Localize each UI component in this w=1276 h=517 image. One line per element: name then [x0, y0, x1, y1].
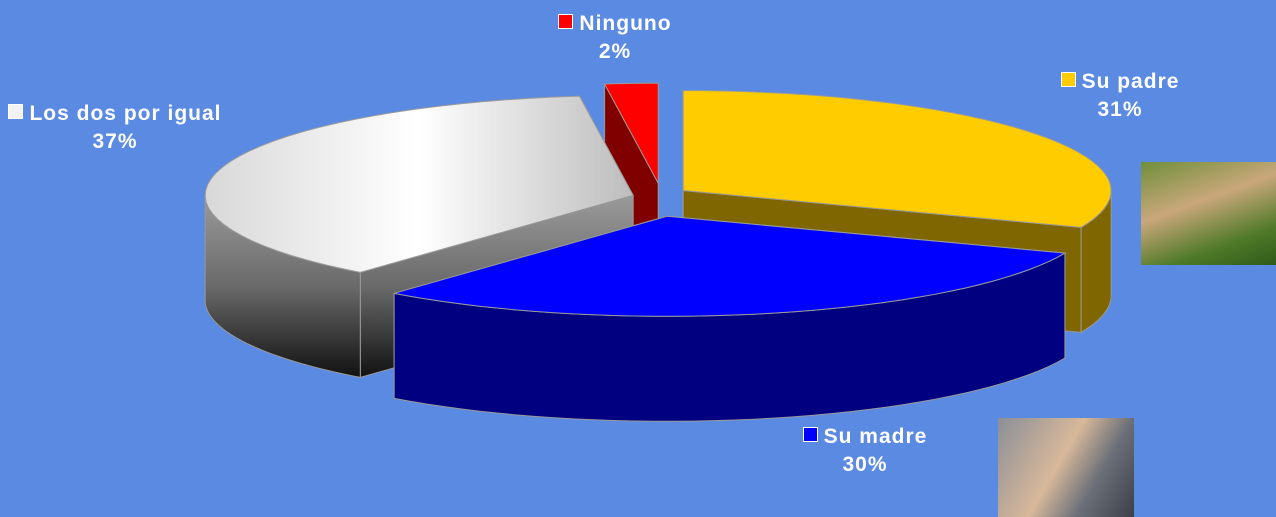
slice-label: Su madre 30% [770, 423, 960, 479]
legend-swatch [558, 14, 573, 29]
slice-value-label: 37% [92, 130, 137, 153]
photo-mother [998, 418, 1134, 517]
legend-swatch [1061, 72, 1076, 87]
page: (() => { const data = JSON.parse(documen… [0, 0, 1276, 517]
slice-value-label: 30% [842, 453, 887, 476]
legend-swatch [8, 104, 23, 119]
slice-name: Su madre [824, 425, 928, 448]
photo-father [1141, 162, 1276, 265]
slice-name: Ninguno [579, 12, 671, 35]
slice-value-label: 31% [1097, 98, 1142, 121]
slice-name: Su padre [1082, 70, 1180, 93]
slice-name: Los dos por igual [29, 102, 221, 125]
slice-label: Ninguno 2% [530, 10, 700, 66]
legend-swatch [803, 427, 818, 442]
slice-value-label: 2% [599, 40, 631, 63]
slice-label: Los dos por igual 37% [5, 100, 225, 156]
slice-label: Su padre 31% [1055, 68, 1185, 124]
